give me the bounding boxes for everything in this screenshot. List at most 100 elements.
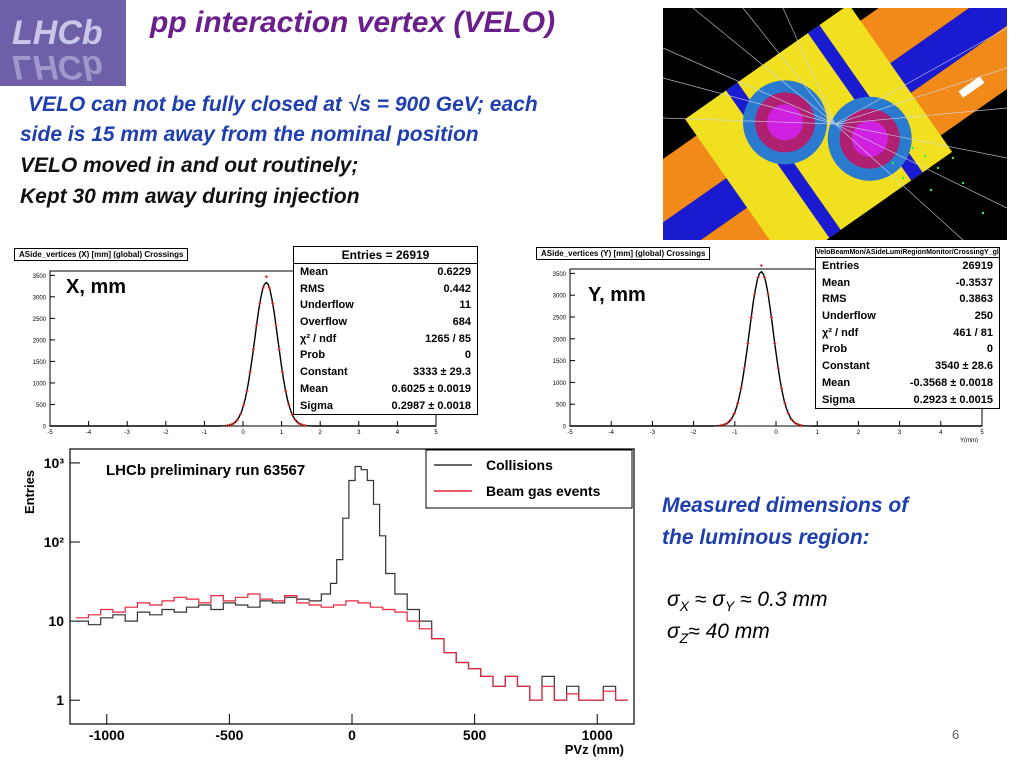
- y-stat-value: 26919: [962, 260, 993, 272]
- x-stat-value: 684: [452, 316, 471, 329]
- x-stat-key: Underflow: [300, 299, 354, 312]
- x-stat-value: 1265 / 85: [425, 332, 471, 345]
- pvz-xtick-label: 1000: [582, 727, 613, 743]
- x-xtick-label: -1: [202, 430, 208, 436]
- y-data-point: [800, 423, 804, 428]
- y-stats-header: VeloBeamMon/ASideLumiRegionMonitor/Cross…: [816, 249, 999, 258]
- pvz-xtick-label: 0: [348, 727, 356, 743]
- y-data-point: [725, 421, 730, 425]
- x-data-point: [251, 347, 255, 351]
- x-stat-value: 0.6025 ± 0.0019: [391, 382, 471, 395]
- x-stat-value: 11: [459, 299, 471, 312]
- x-stat-key: Prob: [300, 349, 326, 362]
- pvz-xtick-label: -1000: [89, 727, 125, 743]
- y-xtick-label: -3: [650, 430, 656, 436]
- x-data-point: [271, 301, 275, 305]
- y-stat-value: 0.2923 ± 0.0015: [913, 393, 993, 406]
- y-data-point: [776, 366, 780, 370]
- sigma-z-value: ≈ 40 mm: [688, 620, 770, 643]
- x-stat-key: RMS: [300, 282, 325, 295]
- svg-text:LHCb: LHCb: [12, 48, 103, 86]
- y-ytick-label: 0: [563, 425, 567, 431]
- slide-title: pp interaction vertex (VELO): [150, 6, 556, 39]
- y-data-point: [796, 423, 800, 427]
- x-fit-curve: [50, 281, 436, 427]
- y-data-point: [766, 292, 770, 296]
- pvz-histogram: 1 10 10² 10³ -1000 -500 0 500 1000 PVz (mm) Entrie…: [14, 444, 644, 760]
- pvz-ytick-label: 10²: [44, 534, 65, 550]
- x-stat-row: Sigma 0.2987 ± 0.0018: [294, 398, 477, 415]
- x-stat-value: 0: [464, 349, 471, 362]
- x-data-point: [248, 370, 252, 374]
- pvz-legend-label: Collisions: [486, 457, 553, 473]
- x-stat-value: 0.442: [443, 282, 471, 295]
- y-stat-key: Constant: [822, 360, 870, 373]
- measured-title-line1: Measured dimensions of: [662, 494, 909, 517]
- y-data-point: [773, 341, 777, 346]
- y-stat-row: Sigma 0.2923 ± 0.0015: [816, 392, 999, 409]
- y-data-point: [779, 386, 784, 390]
- y-stat-row: Prob 0: [816, 341, 999, 358]
- y-xtick-label: 4: [939, 430, 943, 436]
- y-xtick-label: -5: [567, 430, 573, 436]
- bullet-line-3: VELO moved in and out routinely;: [20, 154, 359, 177]
- y-data-point: [786, 411, 790, 416]
- y-stat-row: Entries 26919: [816, 258, 999, 275]
- x-xtick-label: 3: [357, 430, 361, 436]
- x-stat-row: Mean 0.6229: [294, 264, 477, 281]
- x-stat-row: Prob 0: [294, 347, 477, 364]
- y-data-point: [739, 386, 743, 390]
- y-data-point: [729, 417, 733, 422]
- x-stat-row: RMS 0.442: [294, 281, 477, 298]
- sigma-xy-symbol-1: σ: [667, 588, 680, 611]
- y-data-point: [746, 341, 750, 346]
- y-ytick-label: 1000: [553, 381, 567, 387]
- y-stat-key: Mean: [822, 376, 851, 389]
- x-data-point: [284, 389, 288, 393]
- pvz-legend-box: [425, 449, 633, 509]
- x-data-point: [300, 423, 304, 427]
- y-fit-curve: [570, 270, 982, 427]
- y-xtick-label: -2: [691, 430, 697, 436]
- y-data-point: [769, 315, 774, 320]
- x-data-point: [245, 389, 249, 393]
- x-data-point: [229, 423, 233, 427]
- x-xtick-label: 1: [280, 430, 284, 436]
- y-stat-value: 3540 ± 28.6: [934, 360, 993, 373]
- x-stat-row: Constant 3333 ± 29.3: [294, 364, 477, 381]
- bullet-line-1: VELO can not be fully closed at √s = 900…: [28, 93, 538, 116]
- bullet-line-2: side is 15 mm away from the nominal posi…: [20, 123, 479, 146]
- x-stat-row: Mean 0.6025 ± 0.0019: [294, 381, 477, 398]
- bullet-line-4: Kept 30 mm away during injection: [20, 185, 360, 208]
- x-data-point: [232, 421, 236, 425]
- x-data-point: [303, 423, 307, 428]
- y-data-point: [783, 401, 787, 405]
- y-data-point: [752, 292, 757, 296]
- y-axis-label: Y, mm: [588, 284, 646, 306]
- x-ytick-label: 1500: [33, 360, 47, 366]
- x-stat-row: Overflow 684: [294, 314, 477, 331]
- x-ytick-label: 2500: [33, 317, 47, 323]
- pvz-legend-label: Beam gas events: [486, 483, 601, 499]
- x-data-point: [254, 323, 259, 327]
- x-stat-key: Mean: [300, 266, 329, 278]
- sigma-z-formula: σZ≈ 40 mm: [667, 620, 770, 646]
- y-stat-value: 250: [974, 310, 993, 323]
- y-stat-row: Mean -0.3537: [816, 275, 999, 292]
- x-data-point: [296, 421, 301, 425]
- y-data-point: [736, 401, 740, 405]
- x-ytick-label: 3500: [33, 274, 47, 280]
- y-data-point: [732, 411, 736, 416]
- x-stat-key: Mean: [300, 382, 329, 395]
- y-stat-row: χ² / ndf 461 / 81: [816, 325, 999, 342]
- x-stat-row: Underflow 11: [294, 297, 477, 314]
- velo-event-display: [606, 0, 1024, 314]
- x-data-point: [267, 286, 272, 290]
- y-stat-key: Underflow: [822, 310, 876, 323]
- pvz-ytick-label: 1: [56, 692, 64, 708]
- x-ytick-label: 0: [43, 425, 47, 431]
- x-xtick-label: 4: [396, 430, 400, 436]
- x-xtick-label: 2: [319, 430, 323, 436]
- y-stat-key: Entries: [822, 260, 860, 272]
- x-hist-title: ASide_vertices (X) [mm] (global) Crossin…: [14, 248, 189, 261]
